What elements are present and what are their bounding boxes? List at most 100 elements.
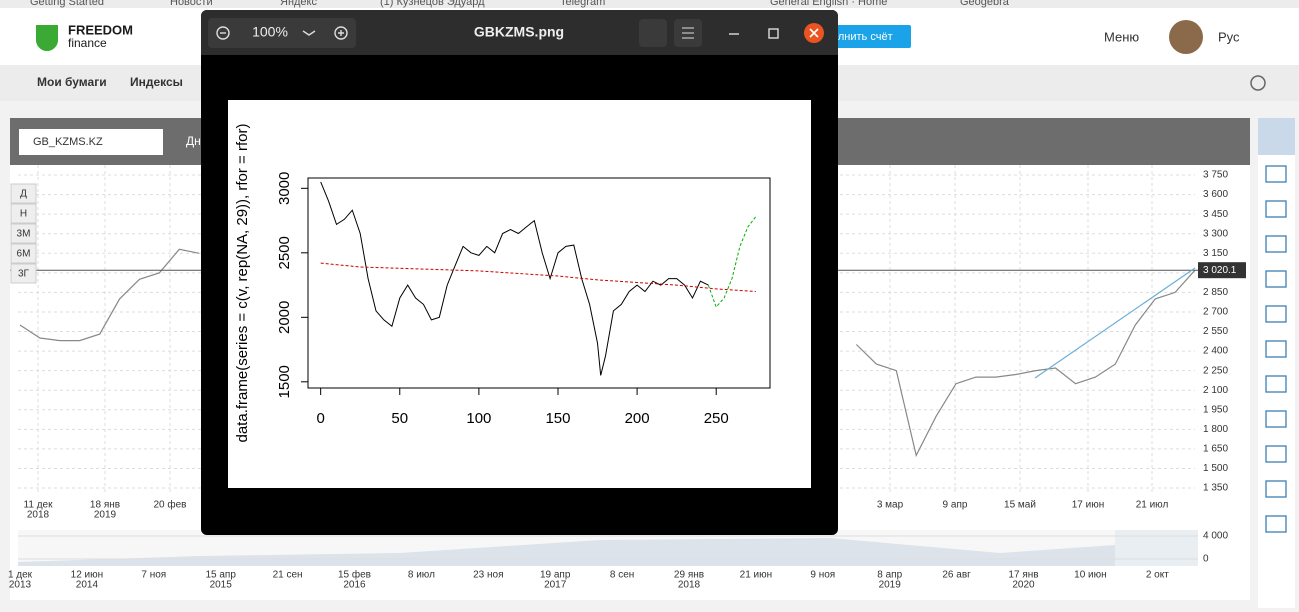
y-tick-label: 1 950	[1203, 404, 1228, 415]
range-button[interactable]	[10, 203, 37, 224]
navigator-date: 15 апр	[205, 570, 236, 581]
tool-icon[interactable]	[1265, 235, 1287, 253]
y-tick-label: 3000	[276, 172, 293, 205]
navigator-date: 12 июн	[71, 570, 104, 581]
navigator-date: 2 окт	[1146, 570, 1169, 581]
y-tick-label: 1 500	[1203, 463, 1228, 474]
y-tick-label: 3 750	[1203, 170, 1228, 181]
browser-tab: Яндекс	[280, 0, 317, 8]
nav-link[interactable]: Мои бумаги	[37, 75, 107, 89]
menu-icon	[682, 27, 694, 39]
navigator-date: 15 фев	[338, 569, 371, 581]
range-label[interactable]: 3М	[17, 229, 31, 240]
browser-tab: Getting Started	[30, 0, 104, 8]
avatar[interactable]	[1169, 20, 1203, 54]
x-tick-label: 250	[704, 410, 729, 427]
range-label[interactable]: Д	[20, 189, 27, 200]
y-tick-label: 2000	[276, 301, 293, 334]
fit-button[interactable]	[639, 19, 667, 47]
navigator-year: 2017	[544, 580, 567, 591]
logo-text: FREEDOM	[68, 22, 133, 37]
plot-image	[228, 100, 811, 488]
tool-icon[interactable]	[1265, 515, 1287, 533]
tool-icon[interactable]	[1265, 410, 1287, 428]
navigator-date: 21 июн	[740, 570, 773, 581]
y-tick-label: 2 550	[1203, 326, 1228, 337]
x-date-label: 21 июл	[1136, 500, 1169, 511]
browser-tab: General English · Home	[770, 0, 887, 8]
navigator-date: 9 ноя	[810, 570, 835, 581]
navigator-year: 2013	[9, 580, 32, 591]
close-x	[809, 28, 819, 38]
tool-icon[interactable]	[1265, 270, 1287, 288]
image-viewer: 100% GBKZMS.png 1500 2000 2500 3000 0 50 100 150 2…	[201, 10, 838, 535]
range-button[interactable]	[10, 223, 37, 244]
price-line	[19, 248, 1196, 458]
navigator-date: 8 апр	[877, 570, 902, 581]
range-button[interactable]	[10, 243, 37, 264]
tool-icon[interactable]	[1265, 375, 1287, 393]
symbol-input[interactable]	[19, 129, 163, 155]
last-price-label: 3 020.1	[1203, 265, 1237, 276]
y-tick-label: 2 700	[1203, 307, 1228, 318]
tool-icon[interactable]	[1265, 200, 1287, 218]
navigator-date: 26 авг	[942, 570, 971, 581]
x-date-label: 11 дек	[24, 500, 54, 511]
trend-line	[1034, 267, 1196, 379]
x-date-label: 18 янв	[90, 500, 120, 511]
navigator-date: 17 янв	[1008, 570, 1038, 581]
zoom-in[interactable]	[334, 26, 348, 40]
zoom-menu[interactable]	[302, 30, 316, 36]
navigator-year: 2019	[879, 580, 902, 591]
navigator-date: 8 сен	[610, 570, 634, 581]
zoom-in-plus	[338, 30, 344, 36]
tool-icon[interactable]	[1265, 445, 1287, 463]
deposit-button[interactable]	[825, 25, 911, 48]
y-tick-label: 1 350	[1203, 483, 1228, 494]
range-label[interactable]: 3Г	[18, 269, 30, 280]
menu-link[interactable]: Меню	[1104, 29, 1139, 44]
language-link[interactable]: Рус	[1218, 29, 1240, 44]
maximize[interactable]	[768, 28, 779, 39]
y-tick-label: 3 450	[1203, 209, 1228, 220]
tab-strip	[0, 0, 1299, 8]
y-tick-label: 2 100	[1203, 385, 1228, 396]
right-sidebar	[1258, 118, 1295, 608]
x-tick-label: 200	[625, 410, 650, 427]
y-tick-label: 3 150	[1203, 248, 1228, 259]
range-label[interactable]: Н	[20, 209, 27, 220]
range-button[interactable]	[10, 263, 37, 284]
tool-icon[interactable]	[1265, 480, 1287, 498]
zoom-level[interactable]: 100%	[252, 24, 288, 40]
zoom-group	[208, 18, 356, 48]
interval-label[interactable]: Дн	[186, 134, 201, 148]
range-button[interactable]	[10, 183, 37, 204]
browser-tab: Новости	[170, 0, 213, 8]
y-tick-label: 1500	[276, 365, 293, 398]
navigator-year: 2020	[1012, 580, 1035, 591]
history-icon[interactable]	[1250, 75, 1266, 91]
tool-icon[interactable]	[1265, 340, 1287, 358]
tool-icon[interactable]	[1265, 165, 1287, 183]
series-line	[320, 181, 709, 376]
x-date-label: 15 май	[1004, 500, 1036, 511]
navigator-date: 8 июл	[408, 570, 435, 581]
x-date-label: 20 фев	[153, 499, 186, 511]
x-tick-label: 50	[391, 410, 408, 427]
sidebar-menu[interactable]	[1258, 118, 1295, 155]
tool-icon[interactable]	[1265, 305, 1287, 323]
range-label[interactable]: 6М	[17, 249, 31, 260]
zoom-out[interactable]	[216, 26, 230, 40]
series-line	[320, 262, 756, 292]
y-tick-label: 2500	[276, 236, 293, 269]
navigator-window[interactable]	[1115, 530, 1198, 566]
x-date-label: 9 апр	[943, 500, 968, 511]
navigator-date: 29 янв	[674, 570, 704, 581]
navigator-year: 2015	[210, 580, 233, 591]
last-price-tag	[1198, 262, 1246, 279]
navigator-year: 2018	[678, 580, 701, 591]
x-date-label: 3 мар	[877, 500, 904, 511]
logo-icon	[35, 25, 59, 52]
nav-link[interactable]: Индексы	[130, 75, 183, 89]
deposit-label[interactable]: олнить счёт	[832, 31, 893, 43]
